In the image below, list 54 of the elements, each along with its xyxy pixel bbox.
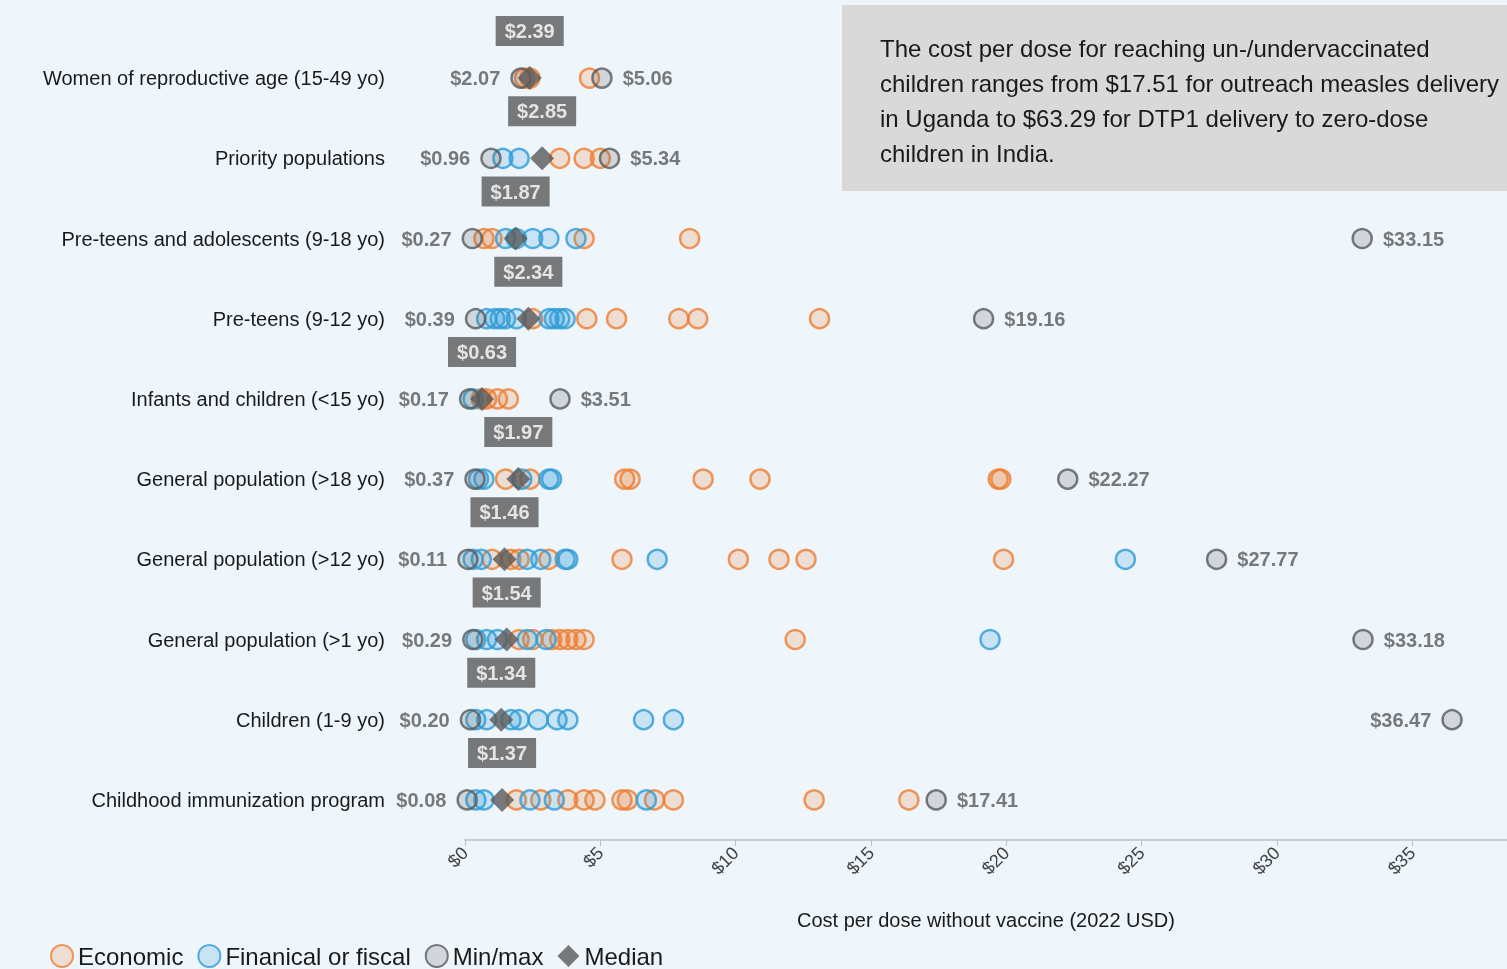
- data-label: $17.41: [956, 788, 1019, 811]
- y-tick-label: Women of reproductive age (15-49 yo): [42, 67, 385, 90]
- data-label: $1.34: [476, 661, 528, 684]
- data-label: $0.08: [396, 788, 447, 811]
- data-label: $1.97: [493, 421, 544, 444]
- data-label: $5.06: [622, 67, 673, 90]
- x-tick-label: $10: [707, 842, 743, 879]
- data-label: $2.34: [503, 260, 555, 283]
- x-tick-label: $35: [1383, 842, 1420, 879]
- data-label: $0.20: [399, 708, 450, 731]
- data-label: $0.29: [402, 628, 453, 651]
- y-tick-label: Pre-teens and adolescents (9-18 yo): [61, 227, 385, 250]
- data-label: $2.85: [517, 100, 568, 123]
- y-tick-label: Childhood immunization program: [91, 788, 385, 811]
- data-label: $0.11: [398, 548, 448, 571]
- y-tick-label: Children (1-9 yo): [236, 708, 385, 731]
- legend-label: Finanical or fiscal: [225, 942, 411, 969]
- data-label: $1.46: [479, 501, 530, 524]
- data-label: $22.27: [1088, 468, 1150, 491]
- data-label: $33.15: [1382, 227, 1445, 250]
- data-label: $2.07: [450, 67, 501, 90]
- data-label: $0.17: [398, 387, 449, 410]
- data-label: $0.27: [401, 227, 452, 250]
- y-tick-label: Pre-teens (9-12 yo): [212, 307, 385, 330]
- annotation: The cost per dose for reaching un-/undervaccinated children ranges from $17.51 for outreach measles delivery in Uganda to $63.29 for DTP1 delivery to zero-dose children in India.: [842, 5, 1507, 191]
- data-label: $0.96: [420, 147, 471, 170]
- x-tick-label: $15: [842, 842, 879, 879]
- data-label: $2.39: [504, 20, 555, 43]
- x-tick-label: $20: [978, 842, 1014, 879]
- data-label: $36.47: [1370, 708, 1432, 731]
- data-label: $3.51: [580, 387, 631, 410]
- data-label: $19.16: [1004, 307, 1066, 330]
- legend-label: Economic: [78, 942, 184, 969]
- x-tick-label: $0: [443, 842, 473, 872]
- data-label: $1.54: [481, 581, 533, 604]
- y-tick-label: General population (>18 yo): [136, 468, 385, 491]
- data-label: $27.77: [1237, 548, 1299, 571]
- data-label: $0.37: [404, 468, 455, 491]
- y-tick-label: General population (>1 yo): [147, 628, 385, 651]
- data-label: $5.34: [630, 147, 682, 170]
- x-tick-label: $5: [579, 842, 608, 872]
- legend-label: Min/max: [452, 942, 544, 969]
- y-tick-label: Priority populations: [214, 147, 385, 170]
- x-tick-label: $30: [1248, 842, 1285, 879]
- data-label: $0.63: [457, 340, 508, 363]
- y-tick-label: General population (>12 yo): [136, 548, 385, 571]
- x-axis-title: Cost per dose without vaccine (2022 USD): [797, 909, 1175, 931]
- data-label: $1.87: [490, 180, 541, 203]
- x-tick-label: $25: [1113, 842, 1149, 879]
- legend-label: Median: [584, 942, 664, 969]
- data-label: $33.18: [1383, 628, 1445, 651]
- data-label: $0.39: [404, 307, 455, 330]
- y-tick-label: Infants and children (<15 yo): [130, 387, 385, 410]
- data-label: $1.37: [477, 741, 528, 764]
